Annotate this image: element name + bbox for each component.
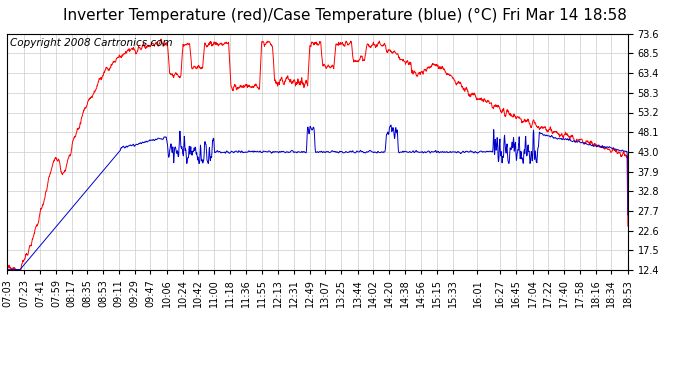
Text: Copyright 2008 Cartronics.com: Copyright 2008 Cartronics.com xyxy=(10,39,172,48)
Text: Inverter Temperature (red)/Case Temperature (blue) (°C) Fri Mar 14 18:58: Inverter Temperature (red)/Case Temperat… xyxy=(63,8,627,22)
